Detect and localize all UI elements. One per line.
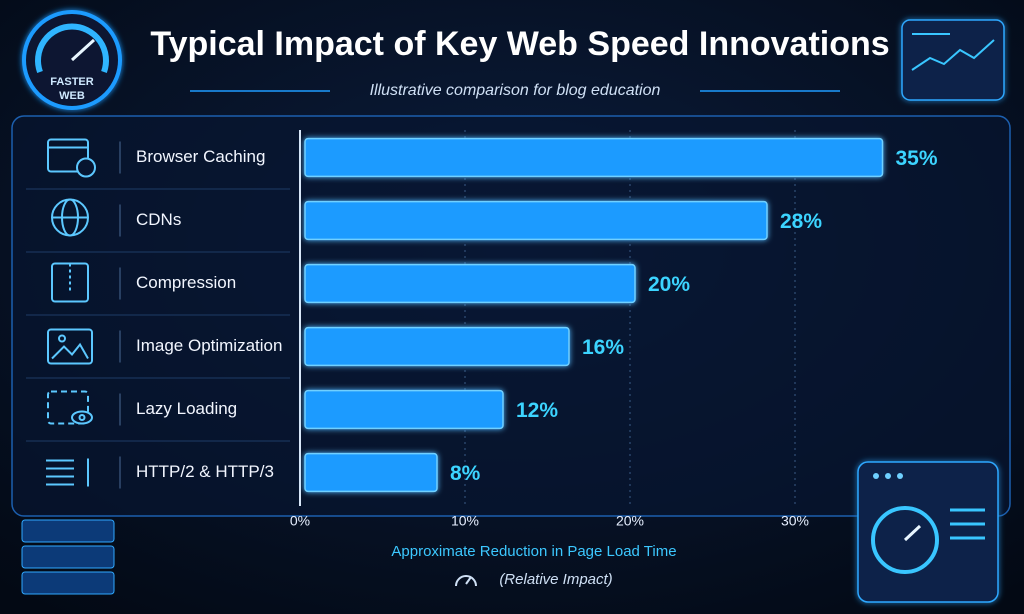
- chart-title: Typical Impact of Key Web Speed Innovati…: [150, 25, 889, 63]
- category-label: Lazy Loading: [136, 399, 237, 418]
- badge-text: WEB: [59, 90, 85, 102]
- category-label: Compression: [136, 273, 236, 292]
- bar: [304, 200, 768, 241]
- badge-text: FASTER: [50, 76, 93, 88]
- row-icon: [47, 390, 93, 425]
- x-axis-note: (Relative Impact): [499, 571, 612, 588]
- row-icon: [47, 138, 96, 178]
- note-icon: [455, 575, 477, 587]
- category-label: HTTP/2 & HTTP/3: [136, 462, 274, 481]
- bar: [304, 389, 504, 430]
- row-icon: [47, 328, 93, 365]
- badge: FASTER WEB: [22, 10, 122, 110]
- value-label: 16%: [582, 336, 624, 359]
- x-tick-label: 20%: [616, 513, 644, 529]
- value-label: 8%: [450, 462, 481, 485]
- category-label: Image Optimization: [136, 336, 282, 355]
- browser-decor: [857, 461, 999, 603]
- value-label: 12%: [516, 399, 558, 422]
- x-tick-label: 30%: [781, 513, 809, 529]
- x-tick-label: 0%: [290, 513, 310, 529]
- bar: [304, 326, 570, 367]
- bar: [304, 263, 636, 304]
- row-icon: [51, 262, 89, 303]
- row-icon: [46, 458, 89, 487]
- server-decor: [21, 519, 115, 595]
- value-label: 35%: [896, 147, 938, 170]
- category-label: Browser Caching: [136, 147, 265, 166]
- value-label: 28%: [780, 210, 822, 233]
- bar: [304, 452, 438, 493]
- value-label: 20%: [648, 273, 690, 296]
- row-icon: [51, 198, 89, 237]
- chart-subtitle: Illustrative comparison for blog educati…: [370, 82, 661, 99]
- category-label: CDNs: [136, 210, 181, 229]
- x-tick-label: 10%: [451, 513, 479, 529]
- row-icons: [46, 138, 96, 487]
- trend-card: [901, 19, 1005, 101]
- bar: [304, 137, 884, 178]
- x-axis-label: Approximate Reduction in Page Load Time: [391, 543, 676, 560]
